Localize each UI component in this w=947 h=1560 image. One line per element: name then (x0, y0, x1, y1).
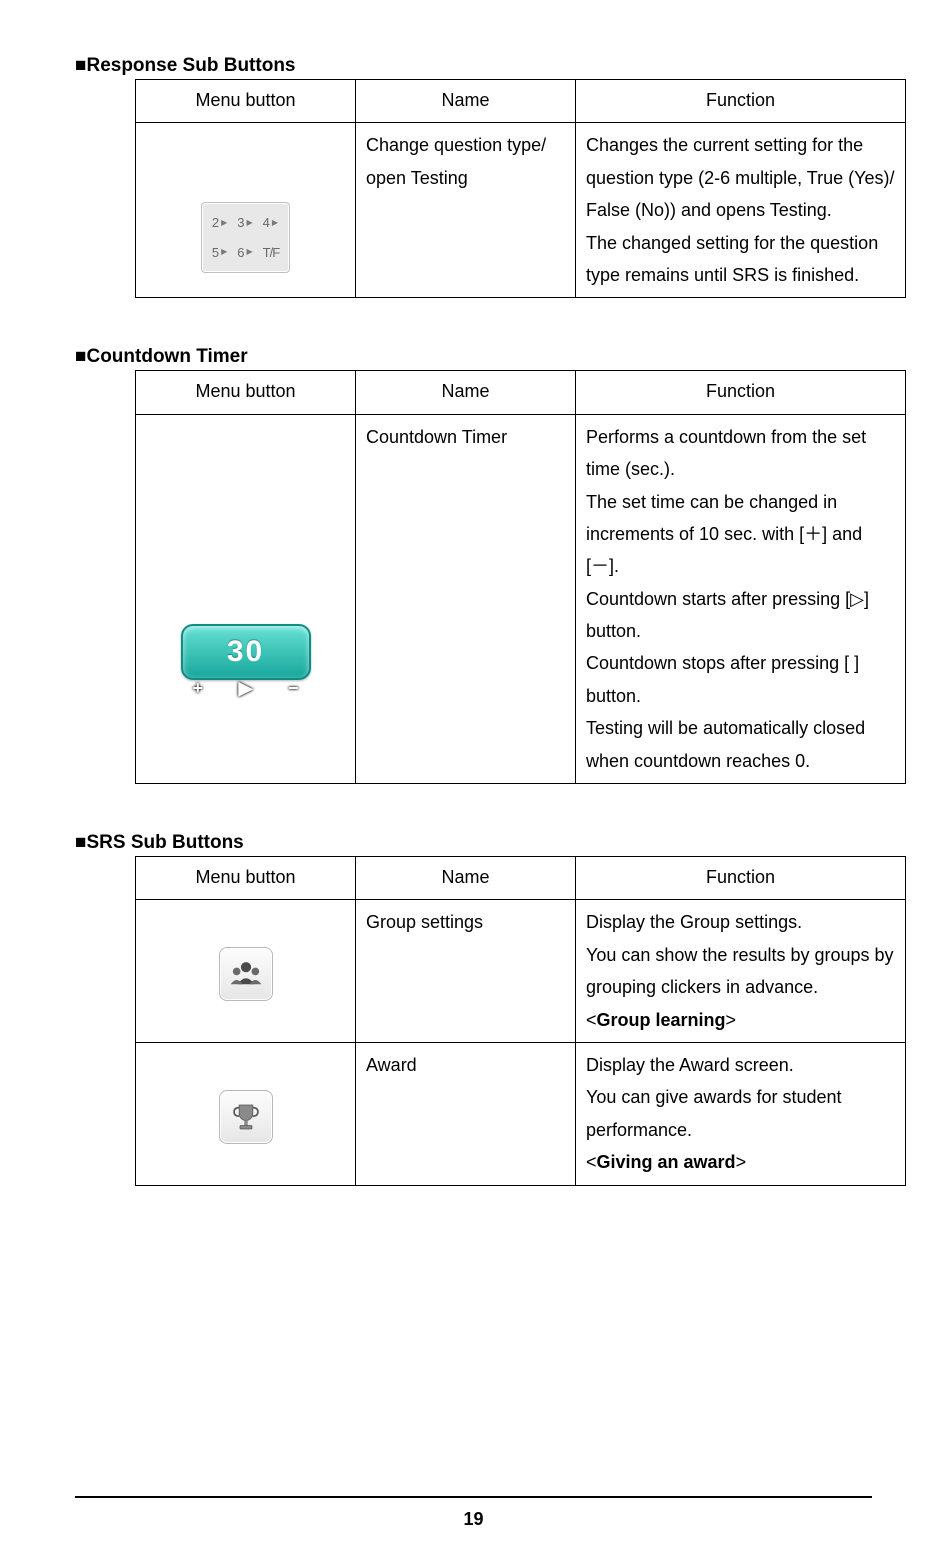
cell-menu-button (136, 900, 356, 1043)
angle-close: > (726, 1010, 737, 1030)
cell-function: Display the Group settings. You can show… (576, 900, 906, 1043)
section-title-response: ■Response Sub Buttons (75, 55, 872, 77)
play-tri-icon: ▶ (272, 216, 278, 230)
col-menu-button: Menu button (136, 371, 356, 414)
section-srs: ■SRS Sub Buttons Menu button Name Functi… (75, 832, 872, 1186)
cell-name: Change question type/ open Testing (356, 123, 576, 298)
func-link: Group learning (597, 1010, 726, 1030)
col-function: Function (576, 371, 906, 414)
col-name: Name (356, 80, 576, 123)
col-menu-button: Menu button (136, 857, 356, 900)
question-type-icon: 2▶ 3▶ 4▶ 5▶ 6▶ T/F (201, 202, 290, 273)
cell-name: Award (356, 1042, 576, 1185)
table-response: Menu button Name Function 2▶ 3▶ 4▶ (135, 79, 906, 298)
qtype-num: 5 (212, 241, 219, 264)
footer-divider (75, 1496, 872, 1498)
qtype-num: 3 (237, 211, 244, 234)
cell-function: Performs a countdown from the set time (… (576, 414, 906, 783)
qtype-num: 4 (263, 211, 270, 234)
table-srs: Menu button Name Function (135, 856, 906, 1186)
table-header-row: Menu button Name Function (136, 371, 906, 414)
func-text: Display the Group settings. You can show… (586, 912, 894, 997)
table-countdown: Menu button Name Function 30 + (135, 370, 906, 784)
angle-open: < (586, 1010, 597, 1030)
cell-function: Display the Award screen. You can give a… (576, 1042, 906, 1185)
table-header-row: Menu button Name Function (136, 857, 906, 900)
func-link: Giving an award (597, 1152, 736, 1172)
cell-menu-button: 30 + ▶ − (136, 414, 356, 783)
play-tri-icon: ▶ (221, 245, 227, 259)
col-function: Function (576, 80, 906, 123)
section-response: ■Response Sub Buttons Menu button Name F… (75, 55, 872, 298)
qtype-num: 6 (237, 241, 244, 264)
section-title-countdown: ■Countdown Timer (75, 346, 872, 368)
cell-name: Countdown Timer (356, 414, 576, 783)
col-name: Name (356, 371, 576, 414)
play-tri-icon: ▶ (246, 245, 252, 259)
cell-menu-button: 2▶ 3▶ 4▶ 5▶ 6▶ T/F (136, 123, 356, 298)
award-icon (219, 1090, 273, 1144)
qtype-tf: T/F (263, 241, 280, 264)
table-header-row: Menu button Name Function (136, 80, 906, 123)
func-text: Display the Award screen. You can give a… (586, 1055, 842, 1140)
cell-name: Group settings (356, 900, 576, 1043)
qtype-num: 2 (212, 211, 219, 234)
section-title-srs: ■SRS Sub Buttons (75, 832, 872, 854)
angle-open: < (586, 1152, 597, 1172)
countdown-timer-icon: 30 + ▶ − (181, 624, 311, 704)
cell-function: Changes the current setting for the ques… (576, 123, 906, 298)
col-name: Name (356, 857, 576, 900)
table-row: Award Display the Award screen. You can … (136, 1042, 906, 1185)
col-menu-button: Menu button (136, 80, 356, 123)
section-countdown: ■Countdown Timer Menu button Name Functi… (75, 346, 872, 784)
table-row: 2▶ 3▶ 4▶ 5▶ 6▶ T/F Change question type/ (136, 123, 906, 298)
angle-close: > (736, 1152, 747, 1172)
play-tri-icon: ▶ (221, 216, 227, 230)
table-row: 30 + ▶ − Countdown Timer Performs a coun… (136, 414, 906, 783)
timer-display: 30 (227, 625, 264, 679)
group-settings-icon (219, 947, 273, 1001)
page-number: 19 (0, 1509, 947, 1530)
table-row: Group settings Display the Group setting… (136, 900, 906, 1043)
col-function: Function (576, 857, 906, 900)
cell-menu-button (136, 1042, 356, 1185)
play-tri-icon: ▶ (246, 216, 252, 230)
